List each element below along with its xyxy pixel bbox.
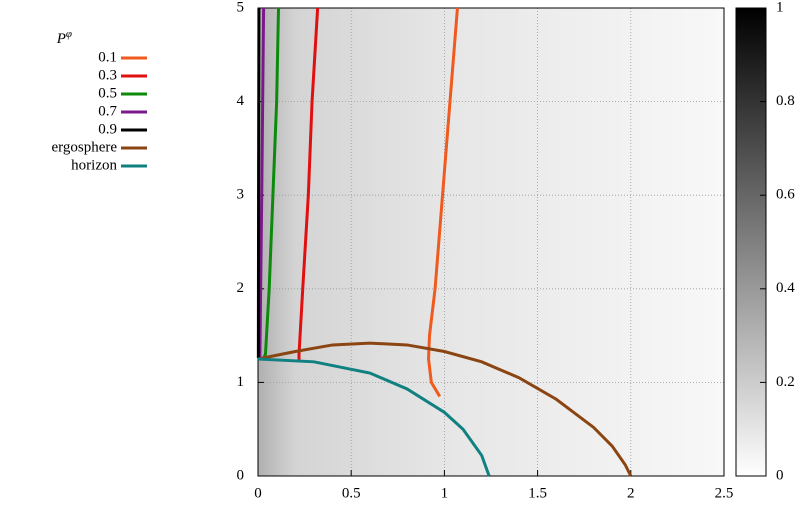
legend-label: 0.3 [98, 67, 117, 83]
series-line [297, 7, 320, 360]
x-tick-label: 1 [441, 485, 449, 501]
y-tick-label: 2 [237, 280, 245, 296]
series-line [256, 7, 261, 359]
colorbar-tick-label: 0.6 [776, 187, 795, 203]
legend-label: 0.7 [98, 103, 117, 119]
field-shading [258, 8, 724, 476]
y-tick-label: 5 [237, 0, 245, 15]
x-tick-label: 1.5 [528, 485, 547, 501]
colorbar-tick-label: 1 [776, 0, 784, 15]
y-tick-label: 4 [237, 93, 245, 109]
series-line [257, 341, 633, 477]
colorbar [735, 7, 767, 477]
x-tick-label: 0.5 [342, 485, 361, 501]
legend-label: 0.9 [98, 121, 117, 137]
legend-title-sup: φ [66, 28, 72, 40]
legend-label: 0.1 [98, 49, 117, 65]
x-tick-label: 2.5 [715, 485, 734, 501]
legend-title-base: P [56, 31, 66, 47]
legend-label: ergosphere [51, 139, 117, 155]
series-line [427, 7, 459, 398]
y-tick-label: 0 [237, 467, 245, 483]
y-tick-label: 3 [237, 187, 245, 203]
y-tick-label: 1 [237, 374, 245, 390]
series-line [258, 7, 266, 358]
colorbar-tick-label: 0.8 [776, 93, 795, 109]
colorbar-tick-label: 0.2 [776, 374, 795, 390]
legend-label: 0.5 [98, 85, 117, 101]
series-line [257, 357, 491, 477]
colorbar-tick-label: 0.4 [776, 280, 795, 296]
legend-title: Pφ [56, 28, 72, 48]
x-tick-label: 2 [627, 485, 635, 501]
colorbar-tick-label: 0 [776, 467, 784, 483]
legend-label: horizon [71, 157, 117, 173]
series-line [262, 7, 281, 359]
x-tick-label: 0 [254, 485, 262, 501]
